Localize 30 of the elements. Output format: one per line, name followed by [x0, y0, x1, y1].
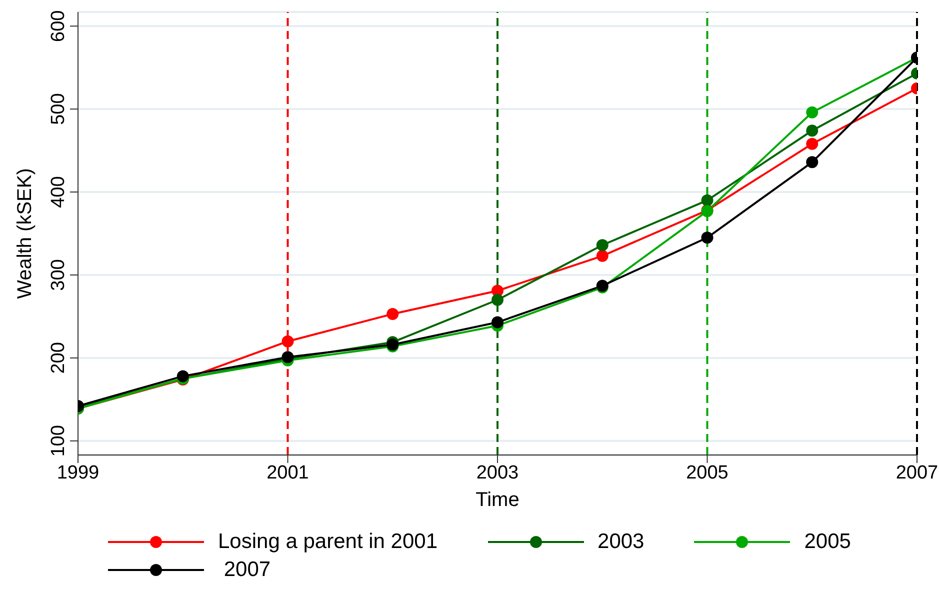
- point: [596, 250, 608, 262]
- point: [596, 239, 608, 252]
- legend-label: 2003: [598, 530, 644, 554]
- y-tick-label: 300: [48, 259, 69, 291]
- point: [492, 316, 504, 328]
- point: [806, 156, 818, 168]
- point: [386, 308, 399, 320]
- point: [806, 106, 818, 118]
- point: [806, 124, 818, 137]
- legend-label: Losing a parent in 2001: [218, 530, 438, 554]
- y-tick-label: 400: [48, 176, 69, 208]
- x-tick-label: 2003: [476, 462, 519, 484]
- x-tick-label: 1999: [56, 462, 100, 484]
- point: [492, 294, 504, 306]
- point: [282, 335, 294, 348]
- y-axis-title: Wealth (kSEK): [14, 168, 36, 299]
- x-axis-title: Time: [476, 489, 520, 511]
- point: [701, 194, 714, 206]
- legend-label: 2005: [804, 530, 851, 554]
- x-tick-label: 2005: [686, 462, 728, 484]
- y-tick-label: 600: [48, 10, 69, 42]
- y-tick-label: 100: [48, 425, 69, 457]
- y-tick-label: 500: [48, 93, 69, 125]
- point: [176, 370, 189, 382]
- point: [806, 138, 818, 150]
- y-tick-label: 200: [48, 342, 69, 374]
- x-tick-label: 2001: [266, 462, 309, 484]
- legend-label: 2007: [222, 558, 271, 582]
- point: [701, 232, 714, 244]
- x-tick-label: 2007: [896, 462, 938, 484]
